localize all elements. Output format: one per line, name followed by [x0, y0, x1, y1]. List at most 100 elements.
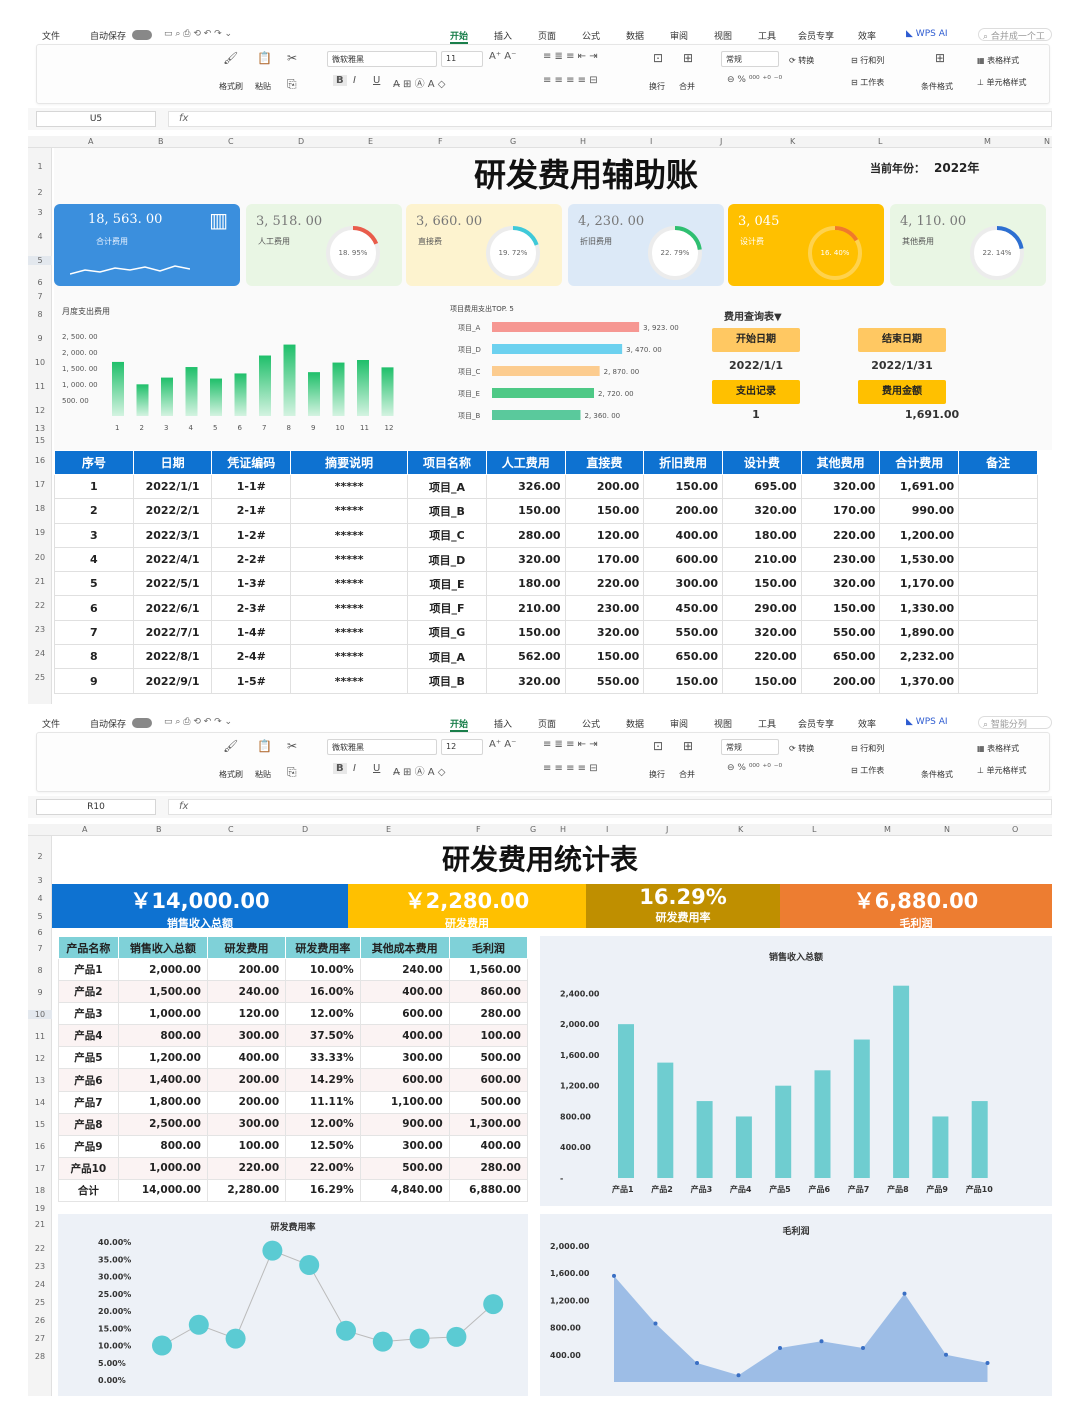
table-cell[interactable]: 800.00 — [117, 1134, 208, 1158]
table-cell[interactable]: 900.00 — [359, 1112, 450, 1136]
bold-button[interactable]: B — [333, 75, 347, 86]
table-cell[interactable]: 2-1# — [211, 498, 292, 524]
table-cell[interactable]: 220.00 — [722, 644, 802, 670]
table-cell[interactable]: 300.00 — [359, 1046, 450, 1070]
table-cell[interactable]: 150.00 — [800, 595, 881, 621]
row-header[interactable]: 17 — [34, 1164, 46, 1173]
number-format-select[interactable]: 常规 — [721, 51, 779, 67]
cond-format-label[interactable]: 条件格式 — [921, 770, 953, 779]
table-cell[interactable]: 16.00% — [285, 980, 361, 1004]
column-header[interactable]: 设计费 — [722, 450, 802, 475]
row-header[interactable]: 11 — [34, 1032, 46, 1041]
table-cell[interactable]: 290.00 — [722, 595, 802, 621]
column-header[interactable]: 合计费用 — [879, 450, 960, 475]
table-cell[interactable]: 320.00 — [722, 498, 802, 524]
table-cell[interactable]: ***** — [290, 473, 409, 500]
end-date-value[interactable]: 2022/1/31 — [871, 359, 933, 372]
column-header[interactable]: A — [82, 825, 88, 834]
table-cell[interactable]: 150.00 — [485, 619, 566, 646]
table-cell[interactable]: 11.11% — [285, 1090, 361, 1114]
column-header[interactable]: B — [158, 137, 164, 146]
table-cell[interactable]: 320.00 — [564, 619, 645, 646]
table-cell[interactable]: 2022/1/1 — [132, 473, 213, 500]
table-cell[interactable]: 170.00 — [800, 498, 881, 524]
table-cell[interactable]: 150.00 — [564, 644, 645, 670]
table-cell[interactable] — [958, 522, 1038, 548]
row-header[interactable]: 24 — [34, 1280, 46, 1289]
wrap-label[interactable]: 换行 — [649, 770, 665, 779]
table-cell[interactable]: 100.00 — [206, 1134, 287, 1158]
table-cell[interactable]: 6 — [54, 595, 134, 621]
row-header[interactable]: 9 — [37, 988, 43, 997]
column-header[interactable]: 折旧费用 — [643, 450, 723, 475]
table-style-button[interactable]: ▦ 表格样式 — [977, 744, 1020, 753]
row-header[interactable]: 4 — [37, 232, 43, 241]
font-size-select[interactable]: 12 — [441, 739, 483, 755]
row-header[interactable]: 28 — [34, 1352, 46, 1361]
table-cell[interactable]: 14.29% — [285, 1068, 361, 1092]
table-cell[interactable]: 项目_B — [407, 668, 487, 694]
column-header[interactable]: D — [298, 137, 305, 146]
table-cell[interactable]: 800.00 — [117, 1024, 208, 1048]
cut-icon[interactable]: ✂ — [287, 739, 298, 753]
table-cell[interactable]: 2022/5/1 — [132, 571, 213, 597]
table-cell[interactable]: 产品10 — [58, 1156, 119, 1180]
column-header[interactable]: F — [476, 825, 481, 834]
merge-label[interactable]: 合并 — [679, 770, 695, 779]
font-grow-icon[interactable]: A⁺ A⁻ — [489, 739, 517, 750]
table-cell[interactable]: 200.00 — [564, 473, 645, 500]
column-header[interactable]: C — [228, 137, 234, 146]
table-cell[interactable]: 1,370.00 — [879, 668, 960, 694]
row-header[interactable]: 20 — [34, 553, 46, 562]
row-header[interactable]: 15 — [34, 1120, 46, 1129]
column-header[interactable]: 直接费 — [564, 450, 645, 475]
table-cell[interactable]: 2,280.00 — [206, 1178, 287, 1203]
formula-input[interactable]: fx — [168, 799, 1052, 815]
table-cell[interactable]: 1,560.00 — [448, 957, 529, 982]
row-header[interactable]: 19 — [34, 528, 46, 537]
column-header[interactable]: 项目名称 — [407, 450, 487, 475]
table-cell[interactable]: 280.00 — [448, 1156, 529, 1180]
column-header[interactable]: H — [560, 825, 567, 834]
paste-label[interactable]: 粘贴 — [255, 82, 271, 91]
table-cell[interactable]: 项目_C — [407, 522, 487, 548]
table-cell[interactable]: 120.00 — [564, 522, 645, 548]
table-cell[interactable]: 1,330.00 — [879, 595, 960, 621]
wrap-icon[interactable]: ⊡ — [653, 51, 664, 65]
tab-home[interactable]: 开始 — [450, 29, 469, 44]
tab-page[interactable]: 页面 — [538, 720, 557, 730]
table-cell[interactable]: 240.00 — [206, 980, 287, 1004]
format-painter-label[interactable]: 格式刷 — [219, 770, 243, 779]
row-header[interactable]: 10 — [34, 358, 46, 367]
table-cell[interactable]: 33.33% — [285, 1046, 361, 1070]
autosave-toggle[interactable] — [132, 30, 152, 40]
tab-formula[interactable]: 公式 — [582, 32, 601, 42]
align-top-icons[interactable]: ≡ ≣ ≡ ⇤ ⇥ — [543, 739, 598, 750]
table-cell[interactable]: 210.00 — [722, 546, 802, 573]
table-cell[interactable]: ***** — [290, 619, 409, 646]
table-cell[interactable]: 600.00 — [643, 546, 723, 573]
table-cell[interactable]: 22.00% — [285, 1156, 361, 1180]
table-cell[interactable]: 210.00 — [485, 595, 566, 621]
wps-ai-button[interactable]: ◣ WPS AI — [906, 29, 948, 39]
row-header[interactable]: 7 — [37, 944, 43, 953]
table-cell[interactable]: 2-2# — [211, 546, 292, 573]
tab-efficiency[interactable]: 效率 — [858, 720, 877, 730]
tab-member[interactable]: 会员专享 — [798, 720, 835, 730]
table-cell[interactable]: ***** — [290, 595, 409, 621]
copy-icon[interactable]: ⎘ — [287, 77, 297, 91]
table-cell[interactable]: 500.00 — [448, 1090, 529, 1114]
table-cell[interactable]: 1-1# — [211, 473, 292, 500]
cond-format-icon[interactable]: ⊞ — [935, 51, 946, 65]
column-header[interactable]: 销售收入总额 — [117, 936, 208, 959]
table-cell[interactable]: 220.00 — [206, 1156, 287, 1180]
row-header[interactable]: 23 — [34, 1262, 46, 1271]
row-header[interactable]: 16 — [34, 1142, 46, 1151]
row-header[interactable]: 10 — [28, 1010, 52, 1019]
column-header[interactable]: J — [720, 137, 723, 146]
table-cell[interactable]: 7 — [54, 619, 134, 646]
table-cell[interactable]: 400.00 — [359, 980, 450, 1004]
table-cell[interactable]: 562.00 — [485, 644, 566, 670]
column-header[interactable]: 凭证编码 — [211, 450, 292, 475]
table-cell[interactable]: 8 — [54, 644, 134, 670]
